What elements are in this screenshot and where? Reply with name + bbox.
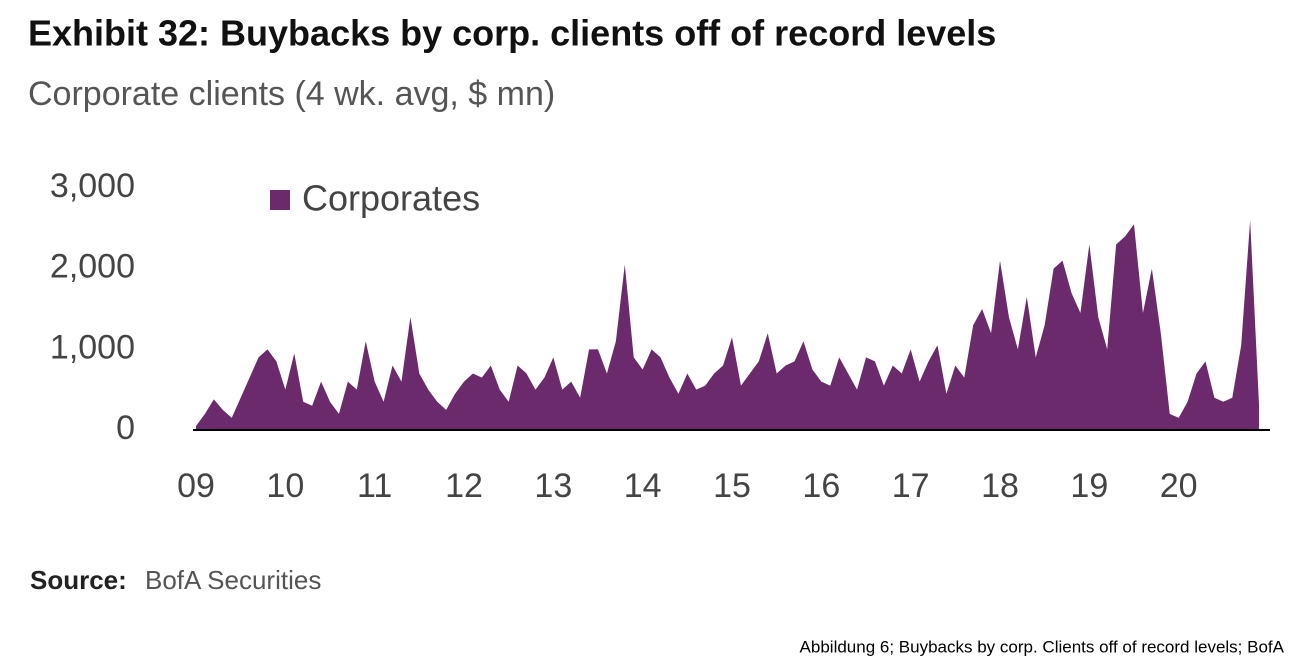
y-tick-label: 1,000 <box>50 328 135 366</box>
x-tick-label: 13 <box>534 467 572 505</box>
source-label: Source: <box>30 565 127 595</box>
x-tick-label: 10 <box>266 467 304 505</box>
x-tick-label: 18 <box>981 467 1019 505</box>
x-tick-label: 16 <box>802 467 840 505</box>
source: BofA Securities <box>145 565 321 595</box>
chart-title: Exhibit 32: Buybacks by corp. clients of… <box>28 13 996 54</box>
x-tick-label: 14 <box>624 467 662 505</box>
y-tick-label: 2,000 <box>50 248 135 286</box>
legend-label: Corporates <box>302 178 480 219</box>
y-tick-label: 0 <box>116 409 135 447</box>
x-tick-label: 09 <box>177 467 215 505</box>
x-tick-label: 11 <box>357 467 392 505</box>
caption: Abbildung 6; Buybacks by corp. Clients o… <box>800 637 1285 656</box>
x-tick-label: 17 <box>892 467 930 505</box>
x-tick-label: 19 <box>1070 467 1108 505</box>
chart-subtitle: Corporate clients (4 wk. avg, $ mn) <box>28 75 555 113</box>
x-tick-label: 15 <box>713 467 751 505</box>
x-tick-label: 20 <box>1160 467 1198 505</box>
x-tick-label: 12 <box>445 467 483 505</box>
area <box>196 220 1260 430</box>
y-tick-label: 3,000 <box>50 167 135 205</box>
legend-swatch <box>270 190 290 210</box>
